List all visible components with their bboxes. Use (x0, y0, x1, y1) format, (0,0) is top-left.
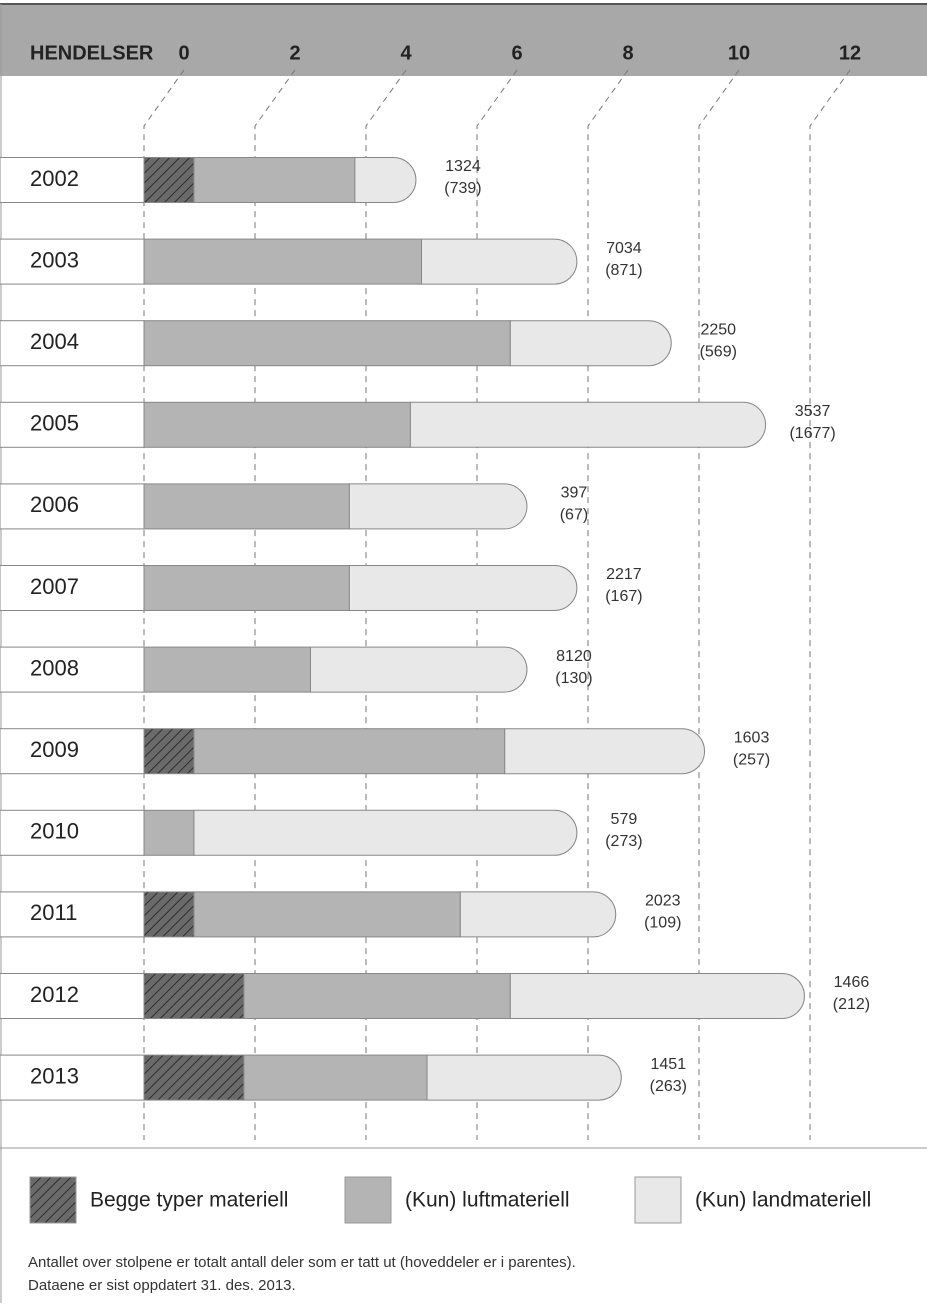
bar-segment (348, 565, 578, 611)
note: Dataene er sist oppdatert 31. des. 2013. (28, 1277, 296, 1294)
bar-segment (193, 157, 356, 203)
bar-segment (243, 973, 511, 1019)
total-label: 397 (561, 485, 588, 502)
x-tick-label: 6 (511, 42, 522, 64)
bar-segment (143, 401, 411, 448)
x-tick-label: 0 (178, 42, 189, 64)
bar-segment (143, 1054, 245, 1101)
total-label: 2250 (700, 321, 736, 338)
main-label: (257) (733, 751, 770, 768)
header-band (0, 4, 927, 76)
total-label: 1603 (734, 729, 770, 746)
total-label: 3537 (795, 403, 831, 420)
legend-label: Begge typer materiell (90, 1189, 288, 1212)
total-label: 8120 (556, 648, 592, 665)
bar-segment (348, 483, 528, 530)
bar-segment (409, 401, 767, 448)
grid-line (254, 69, 296, 1140)
bar-segment (143, 238, 422, 285)
bar-segment (143, 565, 350, 611)
year-box (0, 238, 145, 285)
bar-segment (143, 320, 511, 367)
x-tick-label: 2 (289, 42, 300, 64)
main-label: (263) (650, 1078, 687, 1095)
main-label: (167) (605, 588, 642, 605)
bar-segment (310, 646, 528, 693)
bar-segment (143, 728, 195, 775)
main-label: (212) (833, 996, 870, 1013)
legend-label: (Kun) luftmateriell (405, 1189, 570, 1212)
y-tick-label: 2009 (30, 737, 79, 762)
legend-swatch (634, 1176, 682, 1224)
y-tick-label: 2002 (30, 166, 79, 191)
total-label: 2023 (645, 893, 681, 910)
main-label: (109) (644, 915, 681, 932)
main-label: (569) (700, 343, 737, 360)
y-tick-label: 2013 (30, 1063, 79, 1088)
year-box (0, 320, 145, 367)
main-label: (273) (605, 833, 642, 850)
bar-segment (143, 809, 195, 856)
legend-swatch (29, 1176, 77, 1224)
main-label: (130) (555, 670, 592, 687)
total-label: 7034 (606, 240, 642, 257)
y-tick-label: 2012 (30, 982, 79, 1007)
total-label: 1324 (445, 158, 481, 175)
y-tick-label: 2007 (30, 574, 79, 599)
y-tick-label: 2006 (30, 492, 79, 517)
bar-segment (509, 973, 805, 1019)
y-tick-label: 2004 (30, 329, 79, 354)
x-tick-label: 8 (622, 42, 633, 64)
total-label: 1466 (834, 974, 870, 991)
bar-segment (143, 157, 195, 203)
x-tick-label: 4 (400, 42, 412, 64)
bar-segment (354, 157, 417, 203)
bar-segment (193, 809, 578, 856)
main-label: (871) (605, 262, 642, 279)
grid-line (365, 69, 407, 1140)
bar-segment (509, 320, 672, 367)
bar-segment (426, 1054, 622, 1101)
grid-line (476, 69, 518, 1140)
main-label: (67) (560, 507, 588, 524)
grid-line (809, 69, 851, 1140)
grid-line (143, 69, 185, 1140)
bar-segment (504, 728, 706, 775)
y-tick-label: 2011 (30, 900, 77, 925)
x-tick-label: 12 (839, 42, 861, 64)
bar-segment (193, 891, 461, 938)
y-tick-label: 2005 (30, 411, 79, 436)
total-label: 2217 (606, 566, 642, 583)
grid-line (698, 69, 740, 1140)
year-box (0, 1054, 145, 1101)
legend-swatch (344, 1176, 392, 1224)
total-label: 1451 (651, 1056, 687, 1073)
bar-segment (421, 238, 578, 285)
bar-segment (143, 483, 350, 530)
bar-segment (243, 1054, 428, 1101)
note: Antallet over stolpene er totalt antall … (28, 1254, 576, 1271)
bar-segment (143, 646, 311, 693)
bar-segment (143, 891, 195, 938)
x-tick-label: 10 (728, 42, 750, 64)
grid-line (587, 69, 629, 1140)
year-box (0, 565, 145, 611)
year-box (0, 973, 145, 1019)
main-label: (1677) (789, 425, 835, 442)
legend-label: (Kun) landmateriell (695, 1189, 871, 1212)
y-tick-label: 2010 (30, 819, 79, 844)
bar-segment (143, 973, 245, 1019)
year-box (0, 483, 145, 530)
y-tick-label: 2008 (30, 655, 79, 680)
bar-segment (459, 891, 617, 938)
x-axis-label: HENDELSER (30, 42, 154, 64)
bar-segment (193, 728, 506, 775)
year-box (0, 809, 145, 856)
y-tick-label: 2003 (30, 247, 79, 272)
year-box (0, 157, 145, 203)
main-label: (739) (444, 180, 481, 197)
total-label: 579 (611, 811, 638, 828)
